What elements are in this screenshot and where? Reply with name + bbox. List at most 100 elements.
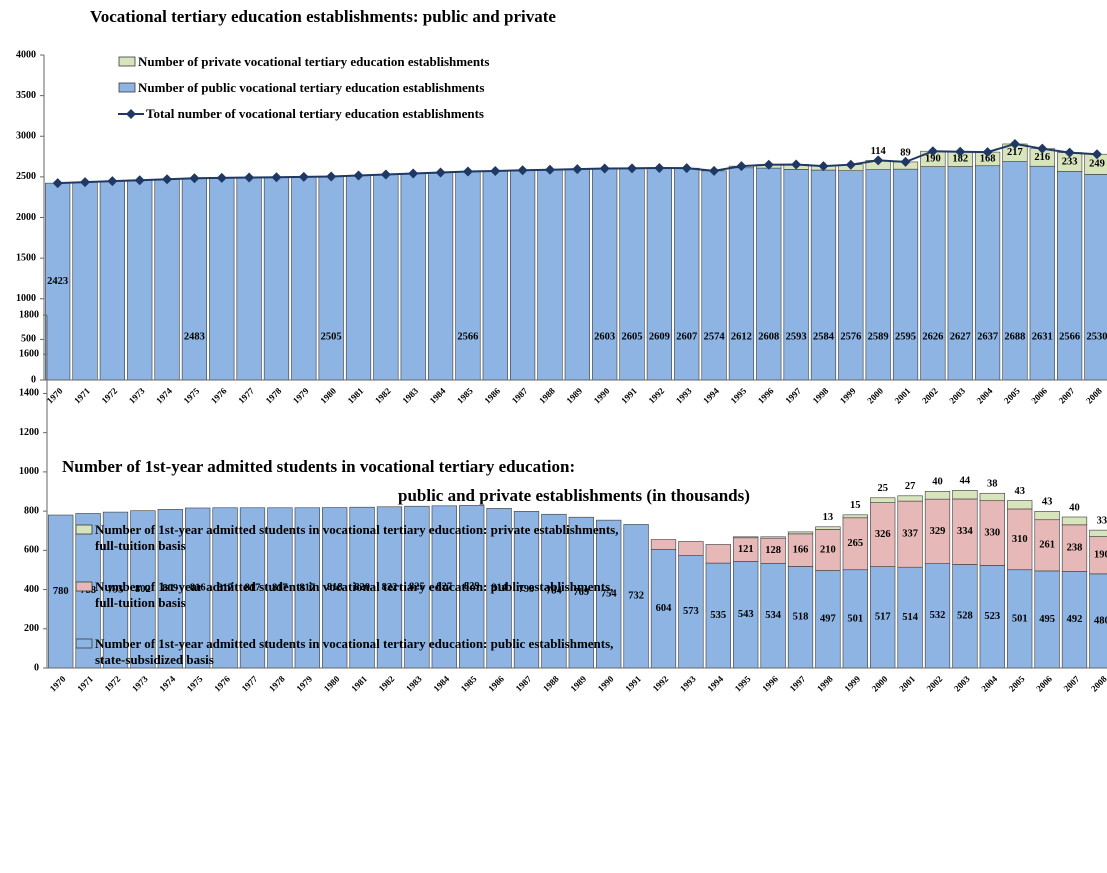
value-label: 38 (987, 479, 998, 490)
value-label: 528 (957, 611, 973, 622)
bar (979, 492, 1005, 502)
bar (728, 167, 755, 381)
x-tick-label: 1989 (564, 385, 584, 405)
line-marker (189, 173, 200, 184)
value-label: 480 (1094, 615, 1107, 626)
value-label: 816 (190, 582, 206, 593)
line-marker (1037, 143, 1048, 154)
value-label: 501 (1012, 613, 1028, 624)
line-marker (462, 166, 473, 177)
bar (705, 544, 731, 564)
bar (564, 168, 590, 381)
x-tick-label: 1979 (291, 385, 311, 405)
bar (322, 507, 348, 669)
bar (45, 182, 71, 381)
x-tick-label: 1995 (733, 673, 753, 693)
line-marker (216, 172, 227, 183)
value-label: 495 (1039, 614, 1055, 625)
bar (756, 167, 782, 381)
bar (127, 179, 153, 381)
y-tick-label: 500 (21, 334, 36, 345)
y-tick-label: 1600 (19, 349, 39, 360)
line-marker (517, 165, 528, 176)
x-tick-label: 1988 (537, 385, 557, 405)
bar (154, 178, 180, 381)
y-tick-label: 2000 (16, 212, 36, 223)
bar (130, 510, 156, 669)
value-label: 754 (601, 588, 618, 599)
x-tick-label: 2007 (1057, 385, 1077, 405)
value-label: 40 (1069, 502, 1080, 513)
value-label: 216 (1034, 152, 1050, 163)
y-tick-label: 600 (24, 545, 39, 556)
x-tick-label: 1985 (459, 673, 479, 693)
legend-label: Total number of vocational tertiary educ… (146, 106, 484, 121)
bar (1007, 569, 1033, 669)
x-tick-label: 2002 (920, 385, 940, 405)
line-marker (763, 159, 774, 170)
value-label: 238 (1067, 543, 1083, 554)
x-tick-label: 1971 (72, 385, 92, 405)
value-label: 2566 (457, 331, 478, 342)
bar (1061, 571, 1088, 669)
line-marker (900, 156, 911, 167)
line-marker (244, 172, 255, 183)
value-label: 822 (382, 582, 398, 593)
value-label: 121 (738, 544, 754, 555)
bar (1084, 174, 1107, 381)
legend-label: Number of 1st-year admitted students in … (95, 579, 614, 610)
x-tick-label: 1982 (377, 673, 397, 693)
bar (870, 502, 896, 567)
line-marker (1064, 147, 1075, 158)
value-label: 829 (464, 581, 480, 592)
x-tick-label: 1975 (185, 673, 205, 693)
value-label: 330 (984, 527, 1000, 538)
x-tick-label: 1972 (99, 385, 119, 405)
value-label: 780 (53, 586, 69, 597)
x-tick-label: 2000 (865, 385, 885, 405)
value-label: 329 (930, 526, 946, 537)
value-label: 2631 (1032, 331, 1053, 342)
x-tick-label: 1974 (154, 385, 174, 405)
value-label: 2688 (1004, 331, 1025, 342)
bar (1007, 508, 1033, 571)
value-label: 2627 (950, 331, 971, 342)
x-tick-label: 1989 (568, 673, 588, 693)
x-tick-label: 2008 (1084, 385, 1104, 405)
line-marker (298, 171, 309, 182)
bar (783, 169, 809, 381)
bar (815, 570, 841, 669)
y-tick-label: 400 (24, 584, 39, 595)
x-tick-label: 1993 (678, 673, 698, 693)
bar (678, 555, 704, 669)
value-label: 166 (793, 545, 809, 556)
value-label: 2566 (1059, 331, 1080, 342)
legend-swatch (118, 109, 144, 119)
value-label: 2637 (977, 331, 998, 342)
bar (838, 170, 864, 381)
value-label: 795 (108, 584, 124, 595)
value-label: 168 (980, 153, 996, 164)
value-label: 518 (793, 612, 809, 623)
value-label: 265 (847, 538, 863, 549)
x-tick-label: 1991 (619, 385, 639, 405)
value-label: 2505 (321, 331, 342, 342)
bar (482, 170, 508, 381)
x-tick-label: 2008 (1089, 673, 1107, 693)
x-tick-label: 1971 (75, 673, 95, 693)
value-label: 2423 (47, 276, 68, 287)
x-tick-label: 2003 (947, 385, 967, 405)
x-tick-label: 1986 (482, 385, 502, 405)
value-label: 334 (957, 526, 974, 537)
x-tick-label: 1976 (212, 673, 232, 693)
value-label: 27 (905, 481, 916, 492)
bar (842, 514, 868, 519)
y-tick-label: 0 (34, 662, 39, 673)
line-marker (107, 176, 118, 187)
bar (459, 505, 485, 669)
legend-label: Number of 1st-year admitted students in … (95, 636, 614, 667)
bar (294, 507, 320, 669)
legend-swatch (75, 638, 93, 649)
